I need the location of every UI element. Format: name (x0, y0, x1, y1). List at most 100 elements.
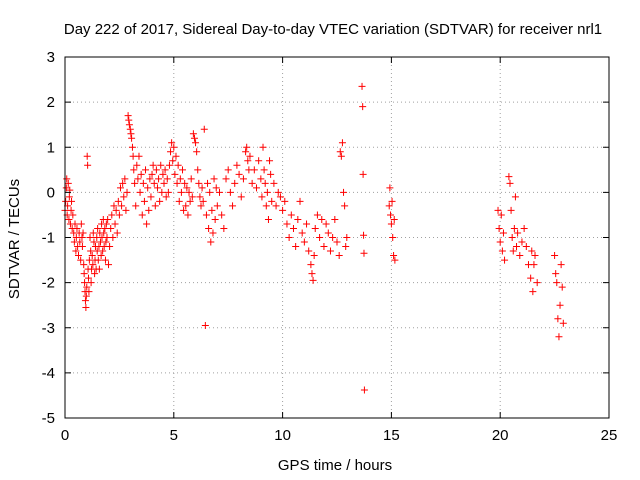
data-point (164, 188, 172, 196)
data-point (559, 319, 567, 327)
data-point (511, 193, 519, 201)
data-point (151, 202, 159, 210)
data-point (122, 206, 130, 214)
data-point (554, 315, 562, 323)
data-point (76, 238, 84, 246)
data-point (557, 261, 565, 269)
data-point (124, 112, 132, 120)
data-point (150, 179, 158, 187)
data-point (153, 184, 161, 192)
data-point (99, 247, 107, 255)
data-point (81, 279, 89, 287)
data-point (506, 179, 514, 187)
data-point (270, 179, 278, 187)
data-point (130, 166, 138, 174)
data-point (65, 193, 73, 201)
data-point (115, 211, 123, 219)
data-point (148, 170, 156, 178)
y-tick-label: -4 (42, 365, 55, 382)
data-point (94, 256, 102, 264)
data-point (496, 238, 504, 246)
data-point (160, 179, 168, 187)
data-point (184, 211, 192, 219)
data-point (104, 215, 112, 223)
data-point (239, 175, 247, 183)
data-point (202, 211, 210, 219)
data-point (305, 247, 313, 255)
x-tick-label: 15 (383, 427, 400, 444)
data-point (161, 166, 169, 174)
data-point (390, 252, 398, 260)
data-point (528, 247, 536, 255)
data-point (359, 103, 367, 111)
data-point (168, 139, 176, 147)
data-point (125, 121, 133, 129)
data-point (100, 229, 108, 237)
data-point (505, 173, 513, 181)
data-point (143, 220, 151, 228)
data-point (134, 175, 142, 183)
data-point (204, 179, 212, 187)
data-point (127, 130, 135, 138)
data-point (292, 243, 300, 251)
data-point (193, 148, 201, 156)
data-point (530, 261, 538, 269)
data-point (335, 252, 343, 260)
data-point (388, 197, 396, 205)
data-point (311, 224, 319, 232)
data-point (205, 224, 213, 232)
data-point (218, 211, 226, 219)
data-point (146, 175, 154, 183)
data-point (177, 188, 185, 196)
data-point (180, 206, 188, 214)
data-point (85, 288, 93, 296)
data-point (255, 157, 263, 165)
data-point (119, 179, 127, 187)
data-point (336, 148, 344, 156)
data-point (324, 229, 332, 237)
data-point (326, 247, 334, 255)
data-point (508, 234, 516, 241)
data-point (67, 206, 75, 214)
data-point (341, 202, 349, 210)
data-point (85, 274, 93, 282)
data-point (360, 386, 368, 394)
data-point (107, 224, 115, 232)
data-point (147, 193, 155, 201)
data-point (359, 170, 367, 178)
data-point (340, 188, 348, 196)
data-point (113, 229, 121, 237)
data-point (208, 206, 216, 214)
data-point (77, 220, 85, 228)
data-point (190, 134, 198, 142)
data-point (551, 252, 559, 260)
data-point (137, 170, 145, 178)
data-point (172, 152, 180, 160)
axes: 0 5 10 15 20 25 -5 -4 -3 -2 -1 0 1 2 3 (42, 49, 618, 444)
data-point (242, 148, 250, 156)
data-point (128, 134, 136, 142)
data-point (65, 215, 73, 223)
data-point (80, 270, 88, 278)
data-point (516, 252, 524, 260)
data-point (337, 152, 345, 160)
data-point (106, 243, 114, 251)
data-point (494, 206, 502, 214)
data-point (558, 283, 566, 291)
data-point (250, 166, 258, 174)
data-point (186, 197, 194, 205)
data-point (68, 197, 76, 205)
data-point (182, 202, 190, 210)
data-point (173, 179, 181, 187)
data-point (197, 202, 205, 210)
data-point (78, 234, 86, 241)
data-point (82, 292, 90, 300)
data-point (527, 274, 535, 282)
data-point (555, 333, 563, 341)
data-points (61, 82, 567, 394)
data-point (553, 279, 561, 287)
data-point (74, 252, 82, 260)
data-point (82, 303, 90, 311)
data-point (556, 301, 564, 309)
data-point (123, 188, 131, 196)
